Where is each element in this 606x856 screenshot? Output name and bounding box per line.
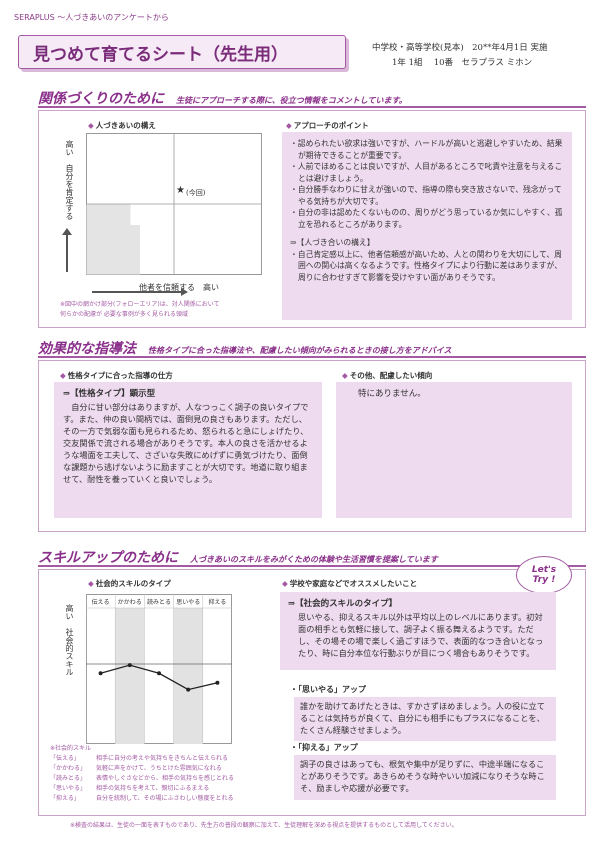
legend-key: 「かかわる」 xyxy=(50,765,87,772)
type-text: 自分に甘い部分はありますが、人なつっこく調子の良いタイプです。また、仲の良い間柄… xyxy=(63,401,309,484)
approach-box: ・認められたい欲求は強いですが、ハードルが高いと逃避しやすいため、結果が期待でき… xyxy=(282,132,572,320)
skill-chart-heading: 社会的スキルのタイプ xyxy=(88,578,171,589)
footer-note: ※検査の結果は、生徒の一面を表すものであり、先生方の普段の観察に加えて、生徒理解… xyxy=(70,822,458,829)
osaeru-heading: ・「抑える」アップ xyxy=(290,743,358,752)
skill-point xyxy=(215,680,220,685)
brand-label: SERAPLUS ～人づきあいのアンケートから xyxy=(14,13,169,22)
section2-subtitle: 性格タイプに合った指導法や、配慮したい傾向がみられるときの接し方をアドバイス xyxy=(148,346,452,355)
skill-type-box: ⇒【社会的スキルのタイプ】 思いやる、抑えるスキル以外は平均以上のレベルにありま… xyxy=(280,592,556,670)
skill-category-label: 思いやる xyxy=(176,598,200,606)
skill-chart: 伝える かかわる 読みとる 思いやる 抑える xyxy=(86,594,232,744)
legend-key: 「伝える」 xyxy=(50,755,80,762)
skill-type-heading: ⇒【社会的スキルのタイプ】 xyxy=(288,599,398,609)
section3-rule xyxy=(38,565,586,567)
other-text: 特にありません。 xyxy=(358,389,426,399)
guidance-box: ⇒【性格タイプ】顕示型 自分に甘い部分はありますが、人なつっこく調子の良いタイプ… xyxy=(54,382,322,518)
star-marker-label: (今回) xyxy=(186,189,206,197)
star-marker: ★ xyxy=(176,185,185,196)
other-heading: その他、配慮したい傾向 xyxy=(342,370,433,381)
skill-category-label: 読みとる xyxy=(147,598,171,606)
skill-y-label: 高い 社会的スキル xyxy=(65,604,74,676)
section2-title: 効果的な指導法 xyxy=(38,341,136,357)
section2-header: 効果的な指導法 性格タイプに合った指導法や、配慮したい傾向がみられるときの接し方… xyxy=(38,338,452,358)
skill-point xyxy=(157,671,161,676)
page-title: 見つめて育てるシート（先生用） xyxy=(33,44,288,65)
legend-text: 相手に自分の考えや気持ちをきちんと伝えられる xyxy=(96,755,229,762)
skill-category-label: 抑える xyxy=(208,598,226,606)
stance-note: ※図中の網かけ部分(フォローエリア)は、対人関係において 何らかの配慮が 必要な… xyxy=(60,301,220,318)
legend-row: 「抑える」 自分を統制して、その場にふさわしい態度をとれる xyxy=(50,794,280,804)
other-box: 特にありません。 xyxy=(336,382,572,518)
legend-text: 表情やしぐさなどから、相手の気持ちを感じとれる xyxy=(96,775,235,782)
skill-legend: ※社会的スキル 「伝える」 相手に自分の考えや気持ちをきちんと伝えられる「かかわる… xyxy=(50,744,280,804)
skill-point xyxy=(186,687,191,692)
skill-category-label: かかわる xyxy=(118,599,142,606)
guidance-heading: 性格タイプに合った指導の仕方 xyxy=(60,370,173,381)
omoiyaru-box: 誰かを助けてあげたときは、すかさずほめましょう。人の役に立てることは気持ちが良く… xyxy=(294,697,556,741)
section1-subtitle: 生徒にアプローチする際に、役立つ情報をコメントしています。 xyxy=(176,96,407,105)
legend-text: 相手の気持ちを考えて、親切にふるまえる xyxy=(96,785,210,792)
legend-row: 「伝える」 相手に自分の考えや気持ちをきちんと伝えられる xyxy=(50,754,280,764)
omoiyaru-heading: ・「思いやる」アップ xyxy=(290,685,366,694)
legend-row: 「思いやる」 相手の気持ちを考えて、親切にふるまえる xyxy=(50,784,280,794)
osaeru-box: 調子の良さはあっても、根気や集中が足りずに、中途半端になることがありそうです。あ… xyxy=(294,755,556,800)
legend-key: 「抑える」 xyxy=(50,795,80,802)
stance-chart xyxy=(86,133,262,275)
legend-key: 「思いやる」 xyxy=(50,785,87,792)
legend-row: 「読みとる」 表情やしぐさなどから、相手の気持ちを感じとれる xyxy=(50,774,280,784)
legend-row: 「かかわる」 気軽に声をかけて、うちとけた雰囲気になれる xyxy=(50,764,280,774)
stance-block-text: ・自己肯定感以上に、他者信頼感が高いため、人との関わりを大切にして、周囲への関心… xyxy=(290,249,562,282)
skill-column-band xyxy=(115,608,145,744)
skill-point xyxy=(127,663,132,668)
stance-heading: 人づきあいの構え xyxy=(88,120,156,131)
lets-try-badge: Let's Try ! xyxy=(516,556,572,594)
stance-x-label: 他者を信頼する 高い xyxy=(139,283,219,292)
skill-category-label: 伝える xyxy=(92,598,110,606)
page-title-box: 見つめて育てるシート（先生用） xyxy=(18,35,346,69)
osaeru-text: 調子の良さはあっても、根気や集中が足りずに、中途半端になることがありそうです。あ… xyxy=(300,759,545,793)
omoiyaru-text: 誰かを助けてあげたときは、すかさずほめましょう。人の役に立てることは気持ちが良く… xyxy=(300,701,545,735)
approach-point: ・認められたい欲求は強いですが、ハードルが高いと逃避しやすいため、結果が期待でき… xyxy=(290,139,563,160)
suggest-heading: 学校や家庭などでオススメしたいこと xyxy=(282,578,417,589)
section1-title: 関係づくりのために xyxy=(38,91,164,107)
y-arrow-head xyxy=(62,228,72,235)
stance-block-heading: ⇒【人づき合いの構え】 xyxy=(290,238,375,247)
section3-header: スキルアップのために 人づきあいのスキルをみがくための体験や生活習慣を提案してい… xyxy=(38,547,438,567)
meta-school-date: 中学校・高等学校(見本) 20**年4月1日 実施 xyxy=(372,43,548,53)
section3-title: スキルアップのために xyxy=(38,550,178,566)
approach-points: ・認められたい欲求は強いですが、ハードルが高いと逃避しやすいため、結果が期待でき… xyxy=(290,138,564,283)
skill-point xyxy=(98,671,103,676)
legend-text: 自分を統制して、その場にふさわしい態度をとれる xyxy=(96,795,234,802)
x-arrow xyxy=(92,291,182,293)
y-arrow xyxy=(66,232,68,272)
skill-type-text: 思いやる、抑えるスキル以外は平均以上のレベルにあります。初対面の相手とも気軽に接… xyxy=(298,611,544,658)
skill-column-band xyxy=(173,608,203,744)
section3-subtitle: 人づきあいのスキルをみがくための体験や生活習慣を提案しています xyxy=(190,555,438,564)
legend-title: ※社会的スキル xyxy=(50,745,92,752)
approach-heading: アプローチのポイント xyxy=(286,120,369,131)
meta-student: 1年 1組 10番 セラプラス ミホン xyxy=(392,58,533,68)
approach-point: ・人前でほめることは良いですが、人目があるところで叱責や注意を与えることは避けま… xyxy=(290,162,563,183)
type-heading: ⇒【性格タイプ】顕示型 xyxy=(63,389,156,399)
legend-text: 気軽に声をかけて、うちとけた雰囲気になれる xyxy=(96,765,222,772)
approach-point: ・自分勝手なわりに甘えが強いので、指導の際も突き放さないで、残念がってやる気持ち… xyxy=(290,185,562,206)
section1-header: 関係づくりのために 生徒にアプローチする際に、役立つ情報をコメントしています。 xyxy=(38,88,407,108)
follow-area-step xyxy=(130,225,140,275)
approach-point: ・自分の非は認めたくないものの、周りがどう思っているか気にしやすく、孤立を恐れる… xyxy=(290,208,563,229)
stance-y-label: 高い 自分を肯定する xyxy=(65,140,74,220)
legend-key: 「読みとる」 xyxy=(50,775,87,782)
x-arrow-head xyxy=(181,288,188,296)
section2-rule xyxy=(38,356,586,358)
follow-area xyxy=(86,204,131,275)
section1-rule xyxy=(38,106,586,108)
